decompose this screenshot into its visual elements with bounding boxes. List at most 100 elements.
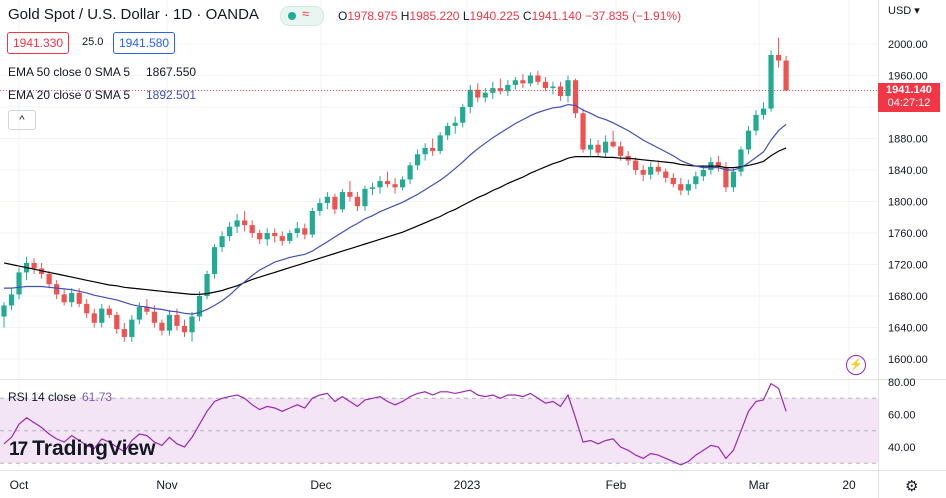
- candle-body: [437, 135, 443, 152]
- candle-body: [445, 125, 451, 136]
- gear-icon[interactable]: ⚙: [905, 478, 919, 495]
- candle: [91, 308, 97, 328]
- candle: [249, 220, 255, 238]
- candle-body: [99, 308, 105, 323]
- chevron-down-icon: ▾: [914, 5, 920, 17]
- candle: [339, 188, 345, 213]
- ema50-label: EMA 50 close 0 SMA 5: [8, 65, 131, 79]
- candle: [8, 288, 15, 311]
- sell-button[interactable]: 1941.330: [7, 32, 70, 54]
- candle: [603, 135, 609, 158]
- candle: [738, 146, 744, 177]
- candle-body: [655, 166, 661, 172]
- candle: [129, 314, 135, 342]
- candle-body: [467, 89, 473, 107]
- candle-body: [211, 247, 218, 274]
- candle: [69, 288, 75, 308]
- candle: [663, 168, 669, 183]
- y-tick-label: 1680.00: [888, 291, 928, 303]
- candle-body: [738, 149, 744, 172]
- ema20-legend[interactable]: EMA 20 close 0 SMA 5 1892.501: [8, 88, 196, 102]
- candle-body: [430, 147, 436, 152]
- ema50-legend[interactable]: EMA 50 close 0 SMA 5 1867.550: [8, 65, 196, 79]
- candle-body: [181, 325, 188, 333]
- x-tick-label: Feb: [606, 478, 627, 492]
- rsi-label: RSI 14 close: [8, 390, 77, 404]
- market-open-dot-icon: [288, 12, 296, 20]
- collapse-legend-button[interactable]: ^: [8, 110, 36, 130]
- candle-body: [46, 273, 52, 285]
- candle-body: [76, 292, 82, 304]
- ohlc-readout: O1978.975 H1985.220 L1940.225 C1941.140 …: [338, 9, 681, 23]
- candle: [369, 182, 376, 196]
- candle: [294, 221, 300, 238]
- chevron-up-icon: ^: [19, 114, 25, 126]
- y-tick-label: 1840.00: [888, 165, 928, 177]
- candle-body: [565, 80, 571, 96]
- y-tick-label: 1960.00: [888, 71, 928, 83]
- candle-body: [324, 196, 330, 204]
- candle: [618, 141, 624, 161]
- candle: [497, 78, 503, 95]
- rsi-legend[interactable]: RSI 14 close 61.73: [8, 390, 112, 404]
- candle-body: [234, 220, 240, 227]
- candle: [264, 228, 270, 246]
- y-tick-label: 1640.00: [888, 323, 928, 335]
- spread-value: 25.0: [82, 36, 104, 48]
- candle: [204, 270, 210, 300]
- candle-body: [753, 114, 759, 131]
- candle-body: [249, 225, 255, 233]
- candle-body: [287, 233, 293, 241]
- candle-body: [633, 160, 639, 170]
- candle-body: [159, 322, 165, 331]
- y-tick-label: 1600.00: [888, 354, 928, 366]
- grid-lines: [0, 0, 878, 468]
- candle-body: [745, 130, 752, 150]
- candle: [407, 162, 413, 185]
- candle: [84, 299, 90, 319]
- candle-body: [452, 122, 458, 126]
- candle: [745, 125, 752, 155]
- candle-body: [760, 108, 767, 115]
- candle: [693, 171, 699, 189]
- rsi-tick-label: 80.00: [888, 377, 916, 389]
- candle-body: [603, 141, 609, 153]
- candle: [723, 162, 729, 193]
- currency-selector[interactable]: USD ▾: [888, 4, 920, 17]
- candle-body: [54, 284, 60, 295]
- candle-body: [174, 314, 180, 326]
- candle: [279, 231, 285, 246]
- rsi-value: 61.73: [82, 390, 113, 404]
- candle: [234, 214, 240, 233]
- tradingview-logo[interactable]: 17 TradingView: [9, 437, 155, 461]
- market-status-pill[interactable]: ≈: [280, 6, 324, 26]
- candle: [302, 223, 308, 240]
- candle: [211, 244, 218, 279]
- candle: [392, 177, 398, 194]
- candle-body: [219, 236, 225, 248]
- candle: [587, 138, 594, 158]
- candle-body: [227, 226, 233, 237]
- x-tick-label: 2023: [454, 478, 481, 492]
- candle-body: [84, 303, 90, 314]
- candle-body: [723, 166, 729, 188]
- candle: [467, 84, 473, 114]
- candle: [550, 81, 556, 95]
- candle-body: [302, 228, 308, 235]
- candle: [422, 143, 428, 161]
- candle-body: [618, 146, 624, 156]
- candle-body: [670, 177, 676, 185]
- lightning-icon[interactable]: ⚡: [846, 355, 866, 375]
- candle: [520, 73, 526, 89]
- candle: [16, 267, 22, 300]
- candle-body: [272, 233, 278, 237]
- candle: [753, 110, 759, 136]
- candle: [452, 116, 458, 134]
- candle-body: [610, 141, 616, 147]
- candle-body: [460, 107, 466, 123]
- candle-body: [136, 307, 142, 320]
- buy-button[interactable]: 1941.580: [113, 32, 176, 54]
- symbol-title[interactable]: Gold Spot / U.S. Dollar · 1D · OANDA: [8, 6, 259, 23]
